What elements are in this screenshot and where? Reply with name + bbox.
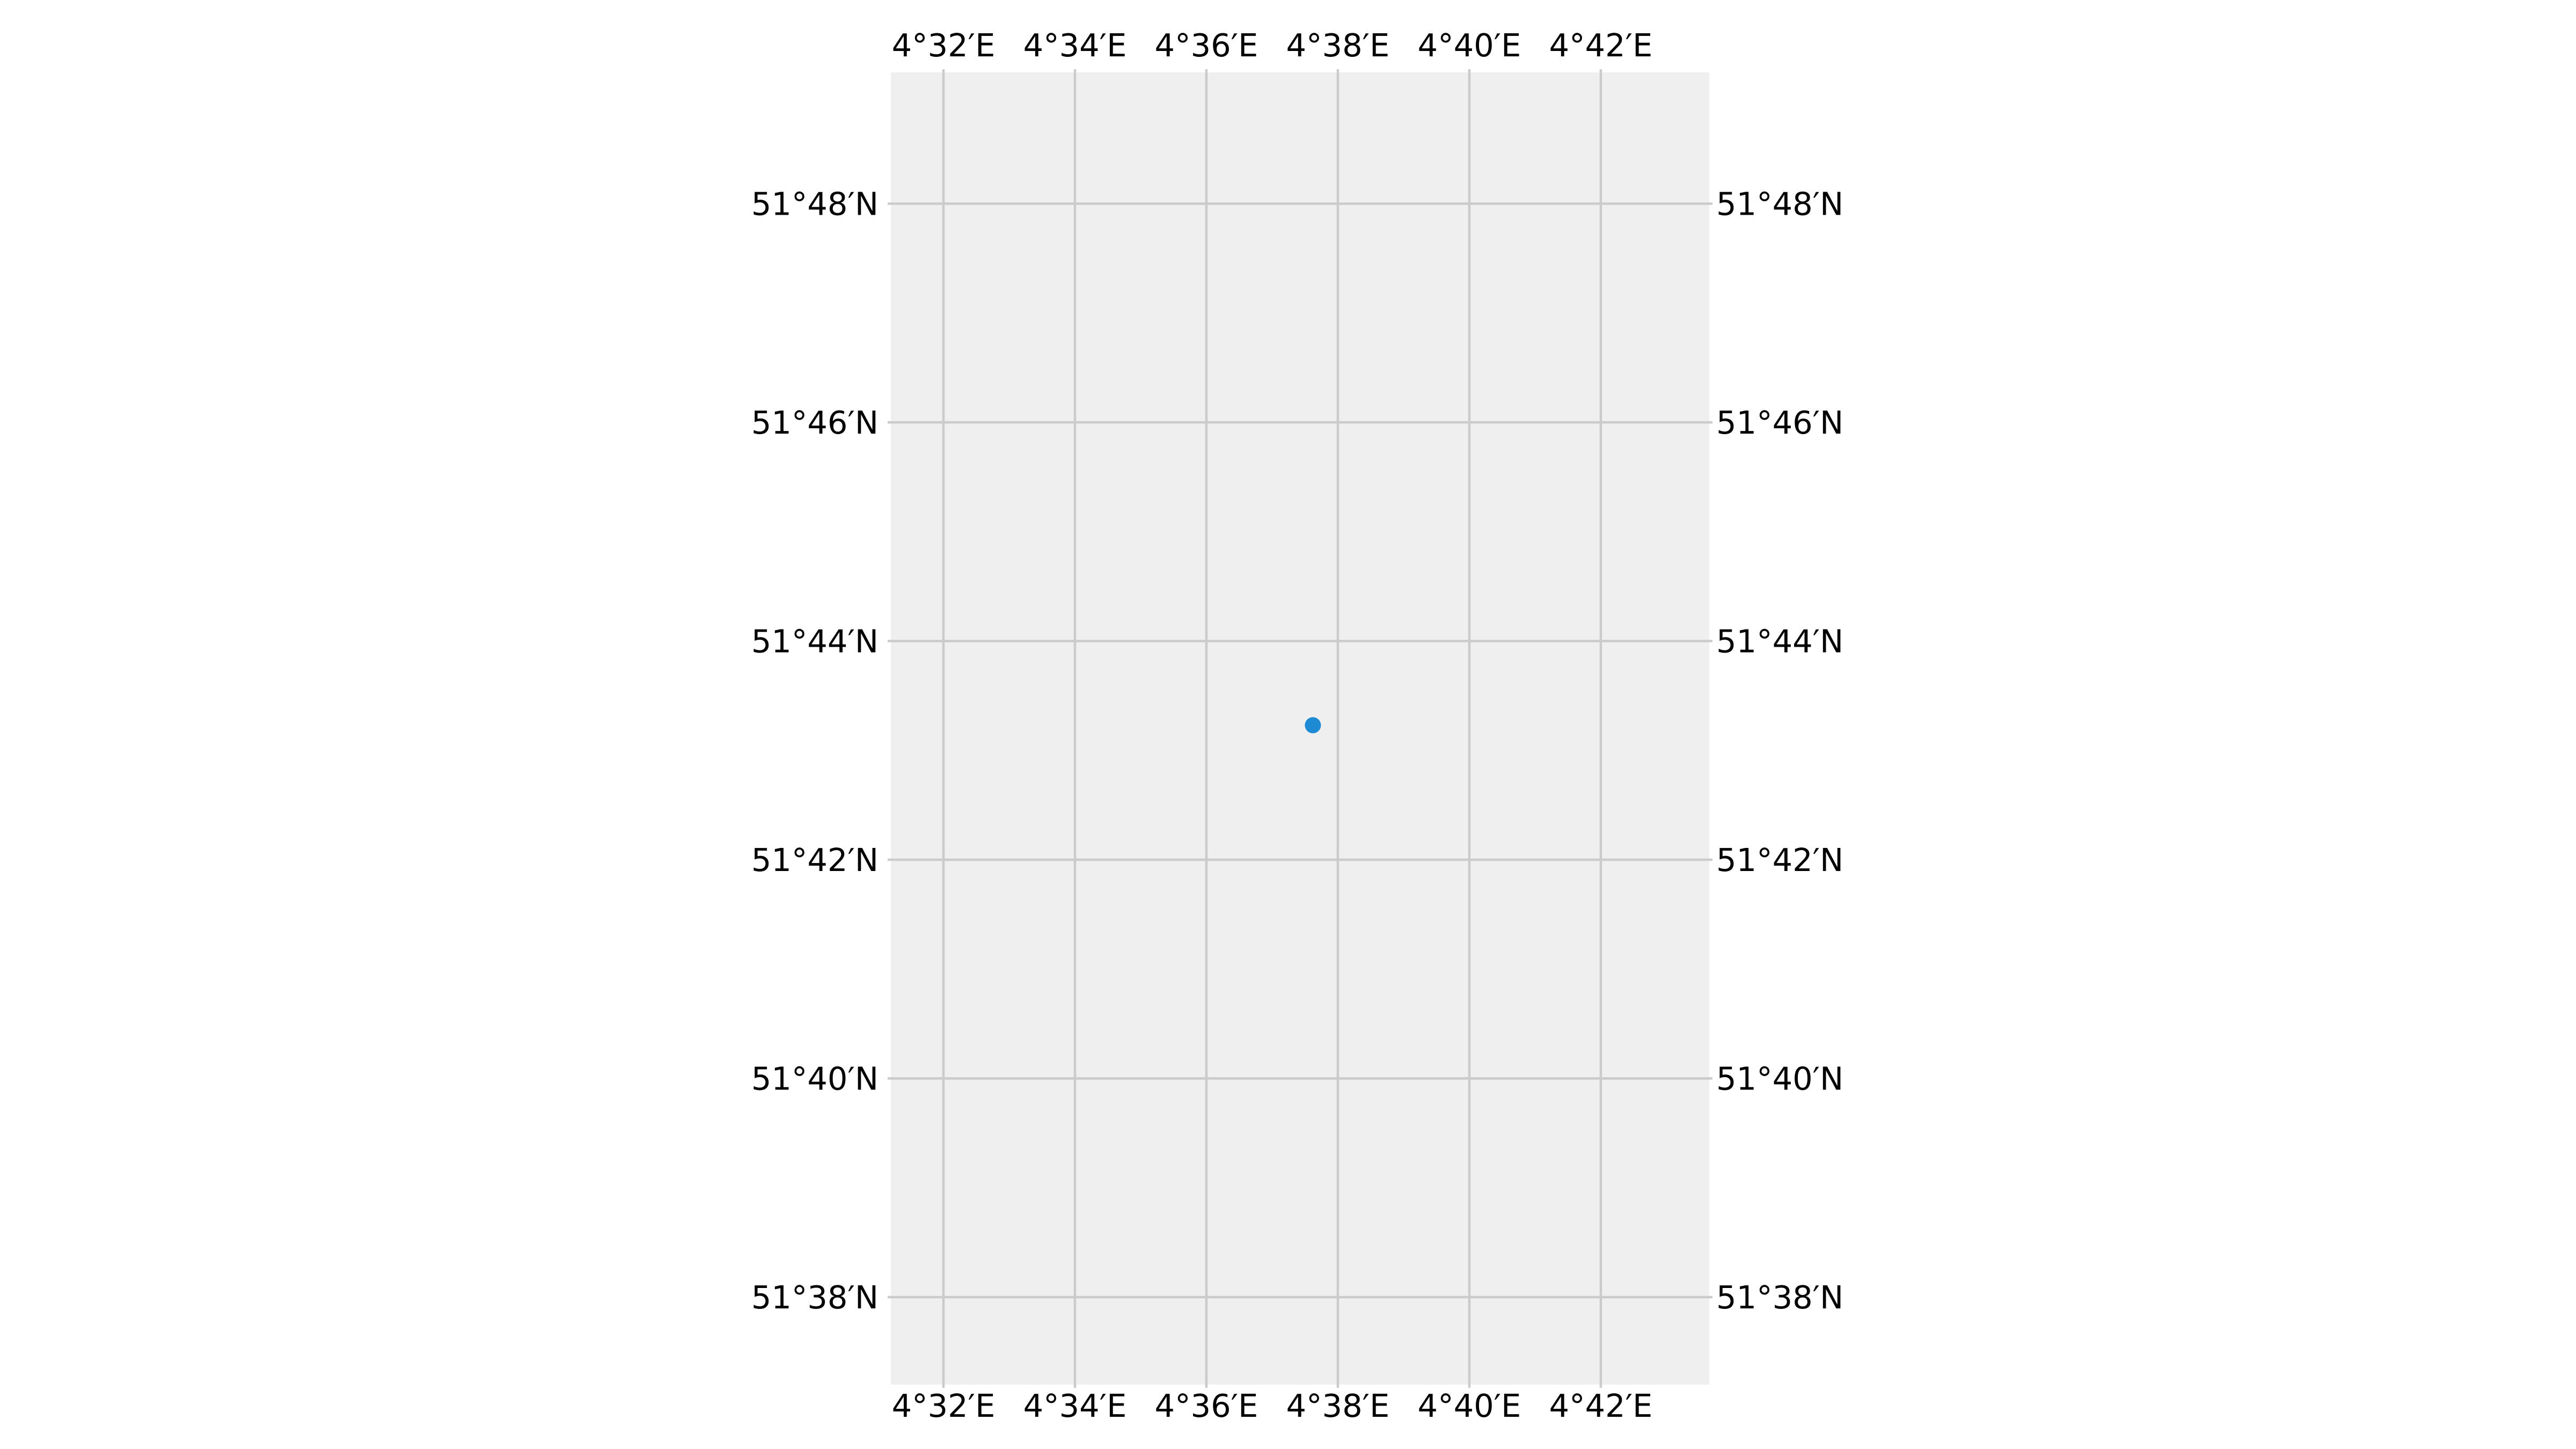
lat-label-right: 51°40′N: [1716, 1060, 1843, 1097]
lon-label-top: 4°38′E: [1286, 27, 1390, 64]
lon-label-top: 4°36′E: [1155, 27, 1258, 64]
location-marker: [1305, 717, 1321, 734]
lon-label-bottom: 4°42′E: [1549, 1387, 1652, 1424]
lat-label-left: 51°44′N: [751, 623, 879, 660]
lat-label-left: 51°38′N: [751, 1279, 879, 1316]
lon-label-bottom: 4°34′E: [1023, 1387, 1127, 1424]
lon-label-top: 4°40′E: [1418, 27, 1521, 64]
lat-label-left: 51°46′N: [751, 404, 879, 441]
map-background: [891, 72, 1709, 1385]
lon-label-bottom: 4°32′E: [892, 1387, 996, 1424]
lat-label-left: 51°40′N: [751, 1060, 879, 1097]
lon-label-top: 4°34′E: [1023, 27, 1127, 64]
lon-label-bottom: 4°36′E: [1155, 1387, 1258, 1424]
lat-label-right: 51°44′N: [1716, 623, 1843, 660]
lon-label-top: 4°32′E: [892, 27, 996, 64]
lon-label-bottom: 4°38′E: [1286, 1387, 1390, 1424]
lat-label-right: 51°38′N: [1716, 1279, 1843, 1316]
lon-label-bottom: 4°40′E: [1418, 1387, 1521, 1424]
lat-label-right: 51°48′N: [1716, 186, 1843, 223]
lat-label-right: 51°42′N: [1716, 841, 1843, 879]
lon-label-top: 4°42′E: [1549, 27, 1652, 64]
lat-label-left: 51°42′N: [751, 841, 879, 879]
lat-label-left: 51°48′N: [751, 186, 879, 223]
lat-label-right: 51°46′N: [1716, 404, 1843, 441]
